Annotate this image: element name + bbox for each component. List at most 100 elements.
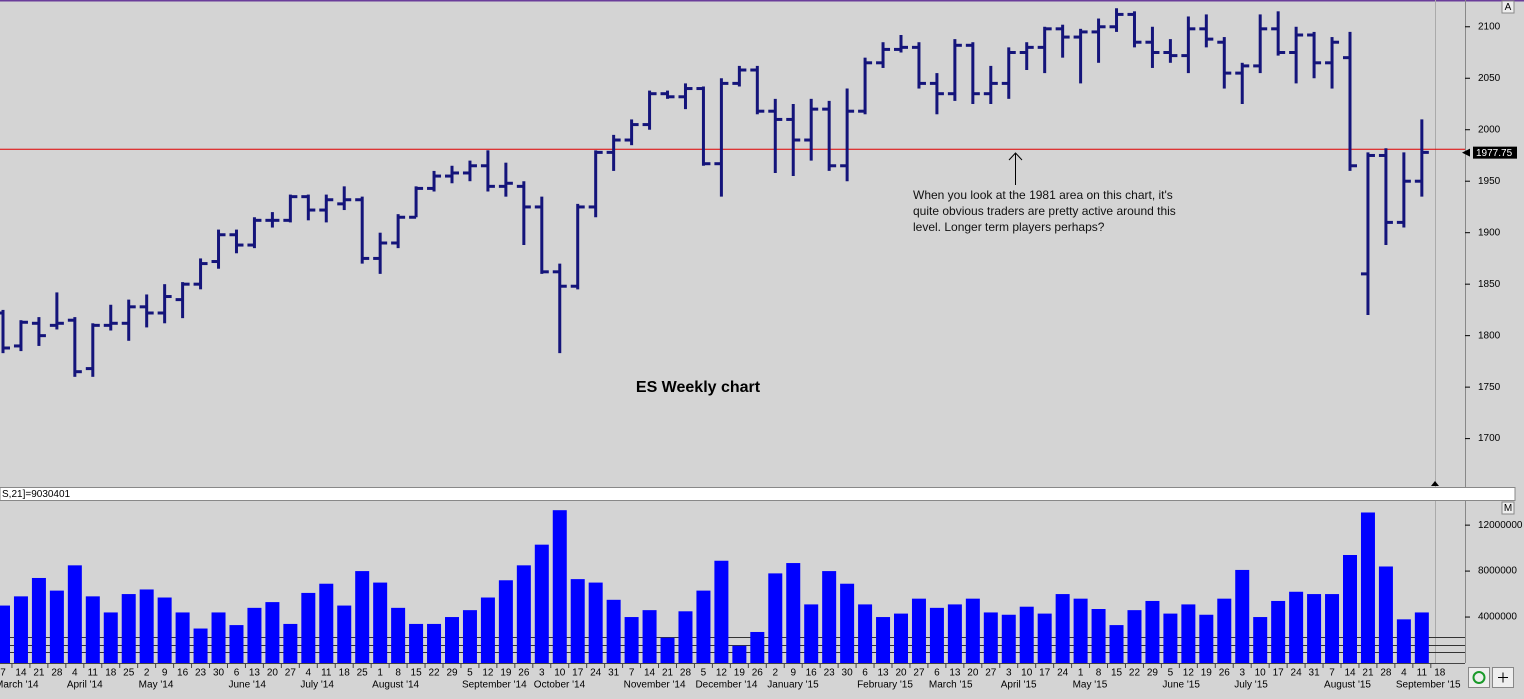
x-tick-label: 20 [895, 668, 907, 679]
volume-bar [157, 597, 172, 663]
now-marker [1431, 481, 1439, 486]
x-tick-label: 1 [1078, 668, 1084, 679]
volume-bar [103, 612, 118, 663]
volume-bar [714, 560, 729, 663]
volume-bar [1360, 512, 1375, 663]
y-tick-label: 1950 [1478, 176, 1501, 187]
volume-bar [373, 582, 388, 663]
x-tick-label: 22 [1129, 668, 1141, 679]
volume-bar [121, 594, 136, 663]
panel-tag-box [1501, 0, 1515, 14]
x-tick-label: 5 [1168, 668, 1174, 679]
volume-bar [911, 598, 926, 663]
x-tick-label: 30 [213, 668, 225, 679]
x-tick-label: 21 [1362, 668, 1374, 679]
month-label: February '15 [857, 680, 913, 691]
volume-bar [265, 602, 280, 663]
volume-bar [929, 607, 944, 663]
x-tick-label: 1 [377, 668, 383, 679]
x-tick-label: 12 [716, 668, 728, 679]
y-tick-label: 1750 [1478, 382, 1501, 393]
x-tick-label: 24 [590, 668, 602, 679]
volume-bar [678, 611, 693, 663]
volume-bar [983, 612, 998, 663]
x-tick-label: 28 [51, 668, 63, 679]
volume-bar [0, 605, 10, 663]
x-tick-label: 18 [105, 668, 117, 679]
x-tick-label: 3 [1239, 668, 1245, 679]
volume-bar [1145, 600, 1160, 663]
volume-bar [498, 580, 513, 663]
y-tick-label: 2100 [1478, 21, 1501, 32]
x-tick-label: 18 [339, 668, 351, 679]
annotation-box: When you look at the 1981 area on this c… [913, 188, 1176, 234]
x-tick-label: 20 [967, 668, 979, 679]
x-tick-label: 19 [734, 668, 746, 679]
volume-bar [480, 597, 495, 663]
x-tick-label: 12 [1183, 668, 1195, 679]
volume-bar [732, 645, 747, 663]
refresh-button[interactable] [1468, 667, 1490, 688]
indicator-label: S,21]=9030401 [2, 489, 71, 500]
chart-title: ES Weekly chart [636, 379, 761, 396]
volume-bar [1073, 598, 1088, 663]
x-tick-label: 26 [752, 668, 764, 679]
volume-bar [139, 589, 154, 663]
x-tick-label: 13 [949, 668, 961, 679]
last-price-box [1473, 146, 1517, 159]
volume-bar [534, 544, 549, 663]
volume-bar [175, 612, 190, 663]
volume-bar [1325, 594, 1340, 663]
month-label: March '15 [929, 680, 973, 691]
x-tick-label: 10 [1255, 668, 1267, 679]
volume-bar [750, 631, 765, 663]
panel-tag: A [1505, 2, 1512, 13]
x-tick-label: 29 [1147, 668, 1159, 679]
x-tick-label: 18 [1434, 668, 1446, 679]
month-label: May '14 [139, 680, 174, 691]
x-tick-label: 15 [1111, 668, 1123, 679]
x-tick-label: 4 [1401, 668, 1407, 679]
x-tick-label: 19 [500, 668, 512, 679]
x-tick-label: 25 [357, 668, 369, 679]
y-tick-label: 8000000 [1478, 566, 1517, 577]
x-tick-label: 30 [842, 668, 854, 679]
volume-bar [1001, 614, 1016, 663]
month-label: March '14 [0, 680, 39, 691]
volume-bar [355, 571, 370, 663]
volume-bar [1253, 617, 1268, 663]
volume-bar [1217, 598, 1232, 663]
volume-bar [462, 610, 477, 663]
volume-bar [1343, 555, 1357, 663]
last-price-label: 1977.75 [1476, 148, 1513, 159]
x-tick-label: 4 [72, 668, 78, 679]
x-tick-label: 31 [608, 668, 620, 679]
month-label: August '15 [1324, 680, 1371, 691]
y-tick-label: 4000000 [1478, 612, 1517, 623]
x-tick-label: 11 [1417, 668, 1428, 679]
volume-bar [13, 596, 28, 663]
volume-bar [876, 617, 891, 663]
month-label: December '14 [695, 680, 757, 691]
volume-bar [840, 583, 855, 663]
volume-bar [1378, 566, 1393, 663]
volume-bar [319, 583, 334, 663]
x-tick-label: 26 [1219, 668, 1231, 679]
annotation: When you look at the 1981 area on this c… [913, 188, 1176, 234]
x-tick-label: 7 [1329, 668, 1335, 679]
volume-bar [660, 637, 675, 663]
month-label: January '15 [767, 680, 819, 691]
refresh-icon[interactable] [1472, 671, 1486, 684]
x-tick-label: 27 [285, 668, 297, 679]
panel-tag: M [1504, 503, 1512, 514]
x-tick-label: 4 [306, 668, 312, 679]
volume-bar [427, 623, 442, 663]
volume-bar [894, 613, 908, 663]
volume-bar [1199, 614, 1214, 663]
volume-bar [193, 628, 208, 663]
x-tick-label: 19 [1201, 668, 1213, 679]
panel-tag-box [1501, 501, 1515, 515]
volume-bar [947, 604, 962, 663]
x-tick-label: 13 [877, 668, 889, 679]
